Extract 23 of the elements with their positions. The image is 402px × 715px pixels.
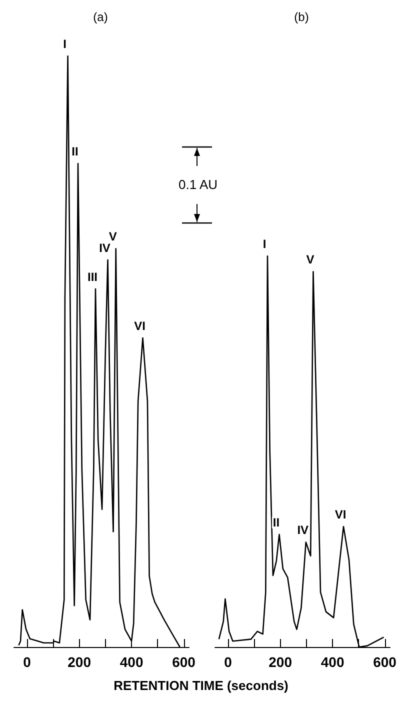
x-tick-label: 0 bbox=[23, 654, 32, 670]
x-tick-label: 200 bbox=[268, 654, 292, 670]
chart-title: (a) bbox=[93, 10, 108, 24]
annotation: IV bbox=[99, 240, 110, 255]
annotation: VI bbox=[134, 318, 146, 333]
x-axis-title: RETENTION TIME (seconds) bbox=[112, 678, 290, 693]
annotation: V bbox=[306, 252, 314, 267]
x-tick-label: 400 bbox=[320, 654, 344, 670]
x-tick-label: 600 bbox=[172, 654, 196, 670]
annotation: I bbox=[63, 37, 66, 51]
x-tick-label: 400 bbox=[120, 654, 144, 670]
annotation: VI bbox=[334, 508, 346, 522]
annotation: II bbox=[72, 144, 78, 159]
annotation: I bbox=[262, 237, 266, 251]
x-tick-label: 600 bbox=[373, 654, 397, 670]
annotation: IV bbox=[297, 523, 309, 538]
x-tick-label: 0 bbox=[224, 654, 232, 670]
x-tick-label: 200 bbox=[68, 654, 92, 670]
chart-title: (b) bbox=[294, 10, 309, 24]
annotation: V bbox=[108, 230, 117, 244]
annotation: 0.1 AU bbox=[170, 177, 226, 192]
annotation: III bbox=[87, 270, 98, 284]
annotation: II bbox=[272, 515, 280, 530]
